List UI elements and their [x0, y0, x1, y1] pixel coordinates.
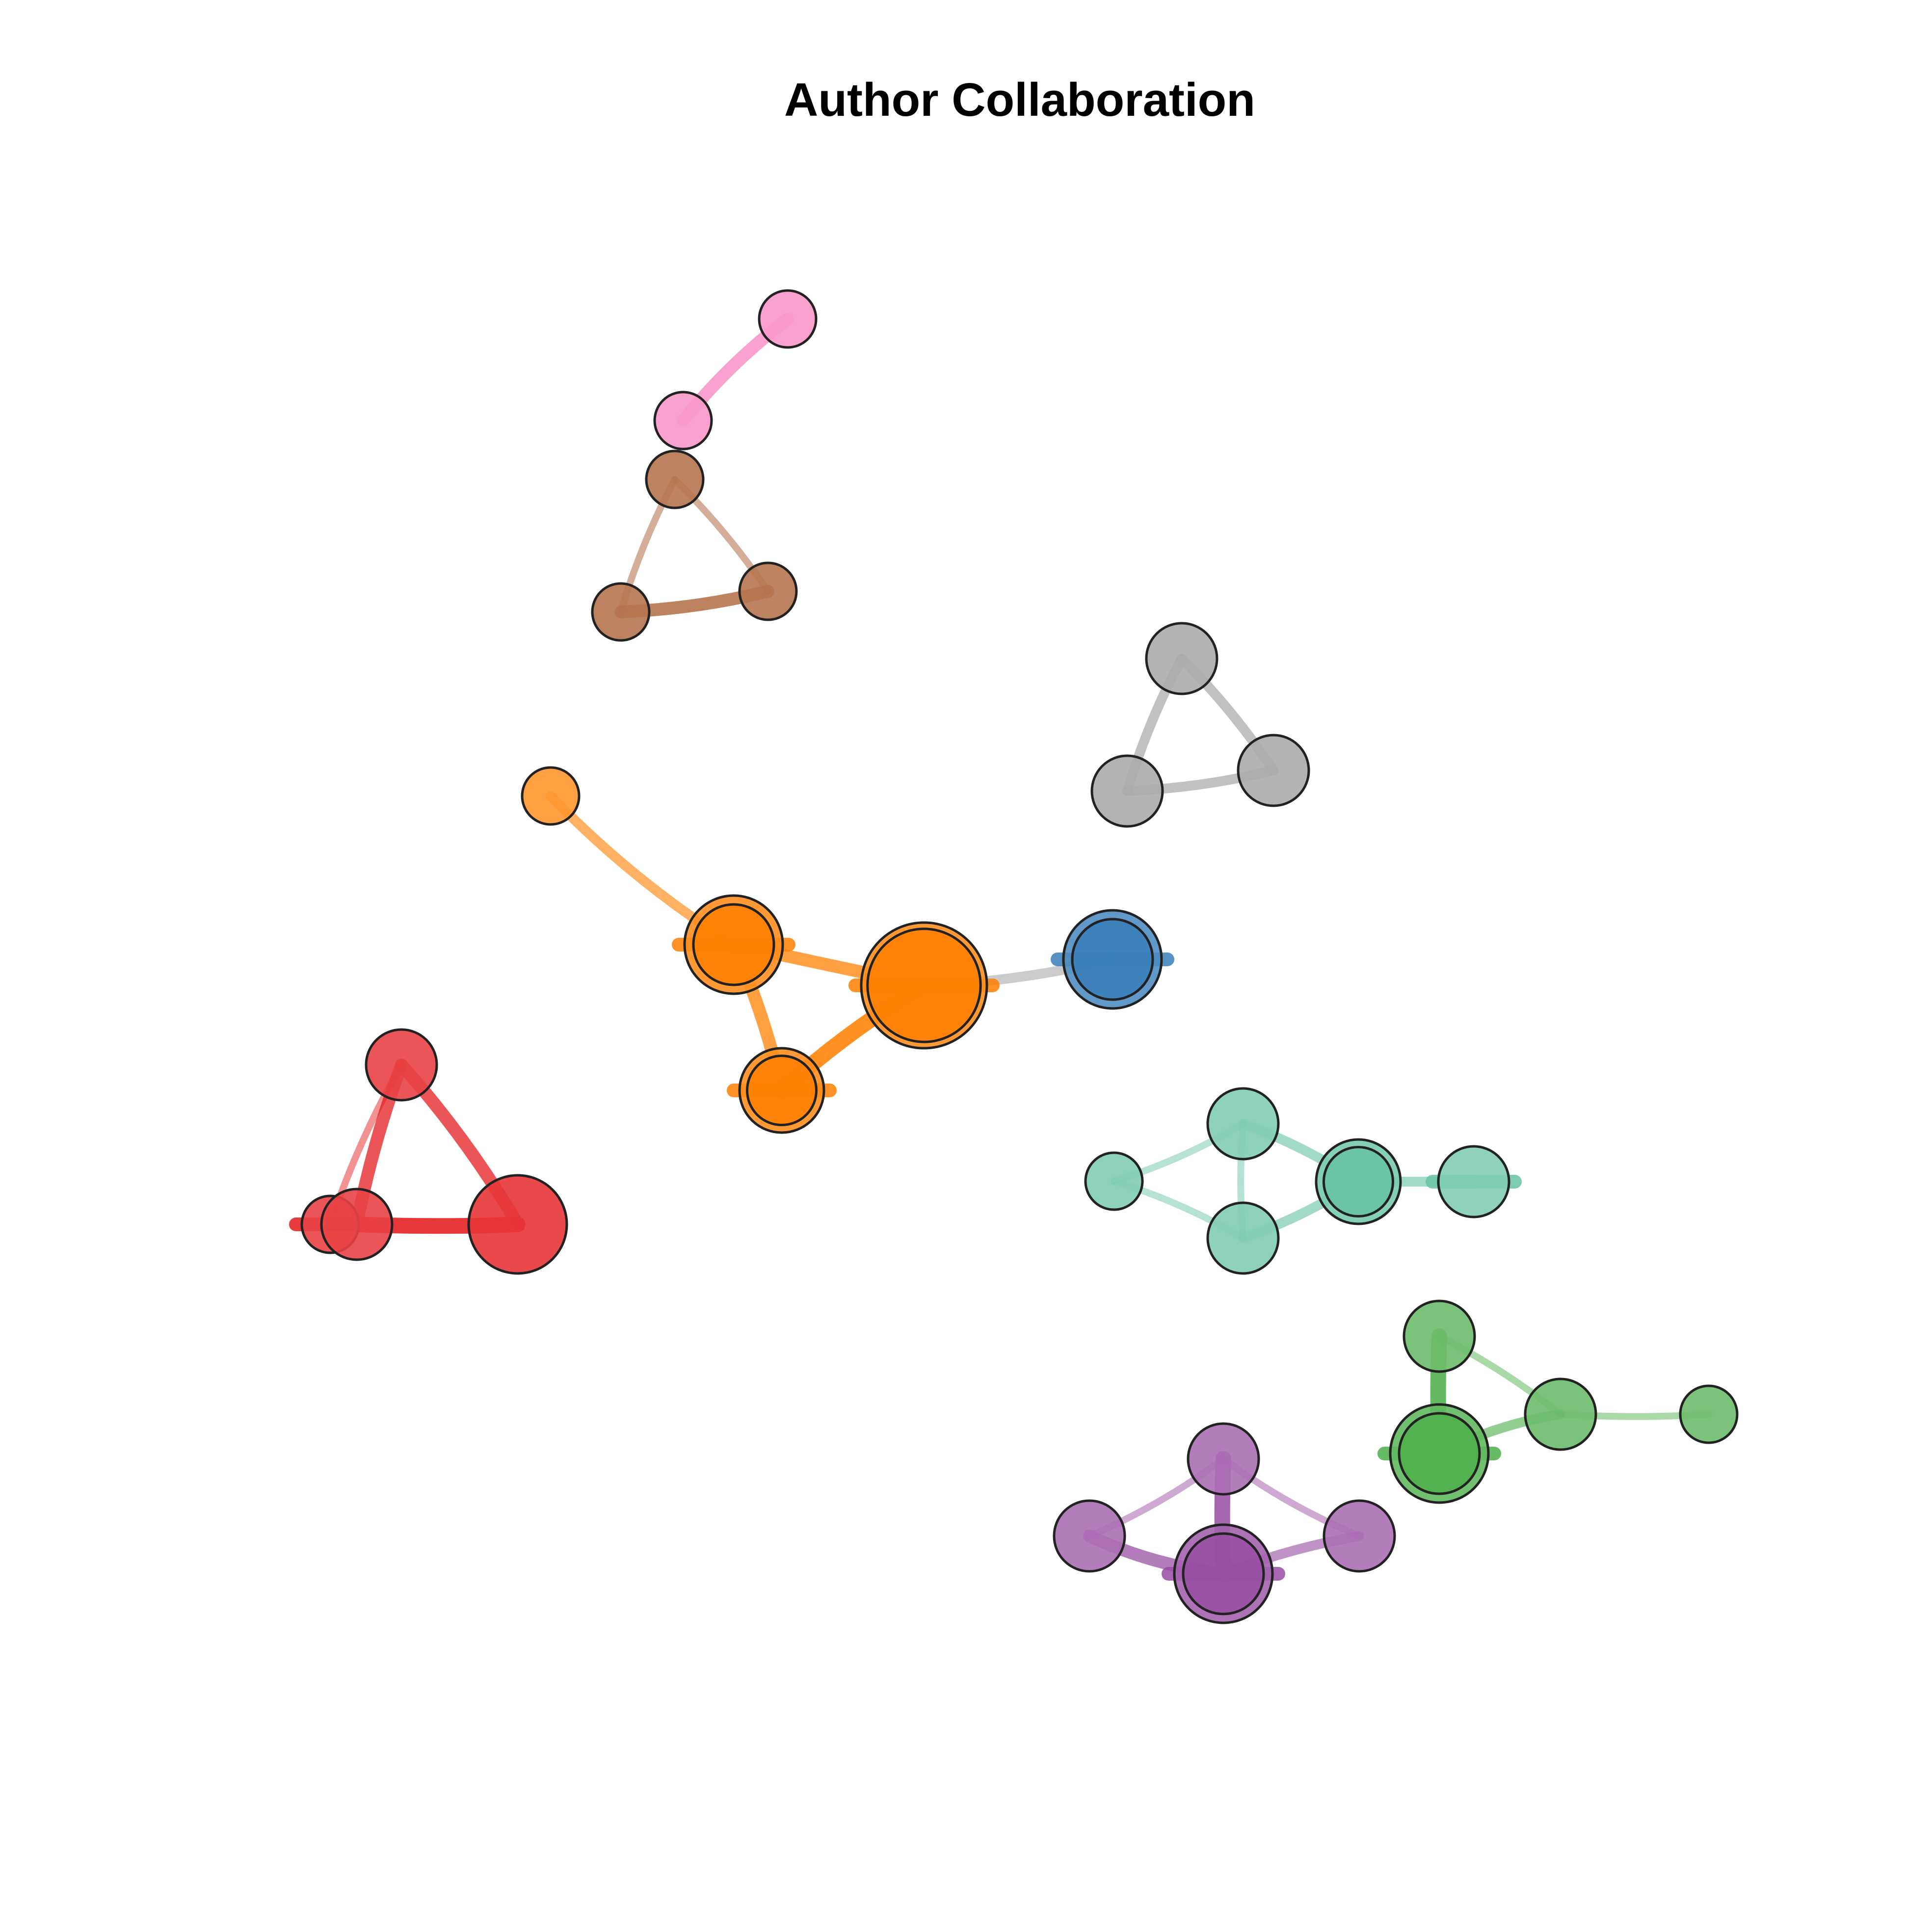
node-o4 [738, 1047, 825, 1134]
node-circle-o1 [521, 766, 581, 826]
node-circle-pu3 [1323, 1499, 1396, 1573]
node-circle-gr3 [1679, 1384, 1739, 1444]
node-inner-circle-o3 [866, 927, 982, 1043]
node-circle-b3 [738, 561, 798, 621]
node-pu4 [1173, 1523, 1274, 1624]
node-circle-r4 [467, 1174, 568, 1275]
chart-title: Author Collaboration [784, 74, 1255, 126]
node-circle-t2 [1206, 1087, 1280, 1161]
node-t5 [1437, 1145, 1510, 1218]
node-inner-circle-gr4 [1398, 1412, 1481, 1495]
node-r3 [320, 1188, 394, 1261]
node-circle-b1 [645, 450, 705, 509]
node-circle-t1 [1084, 1151, 1144, 1211]
node-t1 [1084, 1151, 1144, 1211]
node-circle-t3 [1206, 1201, 1280, 1275]
node-g1 [1145, 622, 1218, 695]
node-circle-pu2 [1053, 1499, 1126, 1573]
node-t4 [1315, 1138, 1402, 1225]
node-inner-circle-bl1 [1071, 918, 1154, 1001]
node-t3 [1206, 1201, 1280, 1275]
node-gr1 [1403, 1299, 1476, 1373]
node-b3 [738, 561, 798, 621]
node-r1 [365, 1028, 438, 1102]
node-pu2 [1053, 1499, 1126, 1573]
node-pu1 [1187, 1422, 1260, 1496]
node-g2 [1090, 754, 1164, 828]
node-circle-g3 [1237, 734, 1310, 807]
nodes-layer [300, 289, 1739, 1624]
node-circle-gr2 [1524, 1377, 1597, 1451]
node-circle-g1 [1145, 622, 1218, 695]
node-r4 [467, 1174, 568, 1275]
node-b2 [591, 582, 651, 642]
node-circle-b2 [591, 582, 651, 642]
node-circle-p2 [653, 391, 713, 450]
node-gr2 [1524, 1377, 1597, 1451]
node-circle-r3 [320, 1188, 394, 1261]
node-o3 [860, 921, 988, 1050]
node-p2 [653, 391, 713, 450]
node-circle-gr1 [1403, 1299, 1476, 1373]
node-circle-pu1 [1187, 1422, 1260, 1496]
node-gr4 [1389, 1403, 1490, 1504]
node-t2 [1206, 1087, 1280, 1161]
node-p1 [758, 289, 818, 349]
node-o2 [683, 894, 784, 995]
node-g3 [1237, 734, 1310, 807]
node-circle-p1 [758, 289, 818, 349]
node-circle-r1 [365, 1028, 438, 1102]
node-inner-circle-o4 [745, 1054, 818, 1127]
node-inner-circle-o2 [692, 903, 775, 986]
node-circle-t5 [1437, 1145, 1510, 1218]
node-circle-g2 [1090, 754, 1164, 828]
node-pu3 [1323, 1499, 1396, 1573]
node-b1 [645, 450, 705, 509]
node-bl1 [1062, 909, 1163, 1010]
node-inner-circle-pu4 [1182, 1532, 1265, 1615]
node-inner-circle-t4 [1322, 1145, 1395, 1218]
node-gr3 [1679, 1384, 1739, 1444]
node-o1 [521, 766, 581, 826]
